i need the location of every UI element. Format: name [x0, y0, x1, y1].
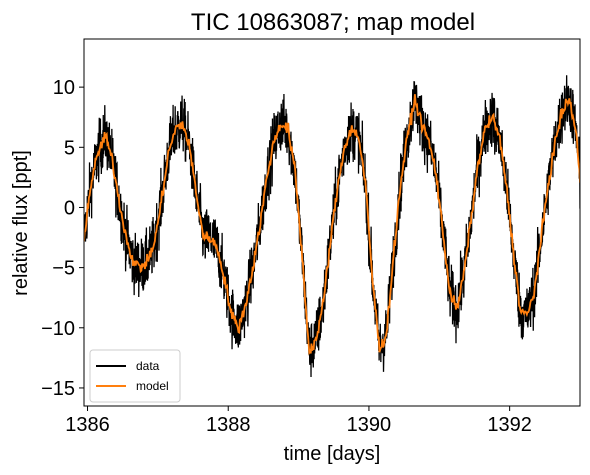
- y-tick-label: 10: [53, 77, 75, 99]
- x-tick-label: 1388: [206, 414, 251, 436]
- legend-box: [89, 349, 181, 403]
- legend-label-data: data: [136, 359, 160, 373]
- x-tick-label: 1390: [347, 414, 392, 436]
- y-tick-label: −5: [52, 258, 75, 280]
- series-model-line: [84, 94, 580, 356]
- y-tick-label: −10: [41, 318, 75, 340]
- x-tick-label: 1392: [487, 414, 532, 436]
- x-axis-label: time [days]: [284, 443, 381, 465]
- y-tick-label: 0: [64, 197, 75, 219]
- x-axis: 1386 1388 1390 1392: [65, 406, 532, 436]
- y-axis: −15 −10 −5 0 5 10: [41, 77, 84, 400]
- legend-label-model: model: [136, 379, 169, 393]
- x-tick-label: 1386: [65, 414, 110, 436]
- y-tick-label: 5: [64, 137, 75, 159]
- y-tick-label: −15: [41, 378, 75, 400]
- chart-title: TIC 10863087; map model: [191, 9, 475, 36]
- series-layer: [84, 75, 580, 378]
- plot-frame: [83, 38, 581, 407]
- y-axis-label: relative flux [ppt]: [10, 150, 32, 296]
- legend: data model: [89, 349, 181, 403]
